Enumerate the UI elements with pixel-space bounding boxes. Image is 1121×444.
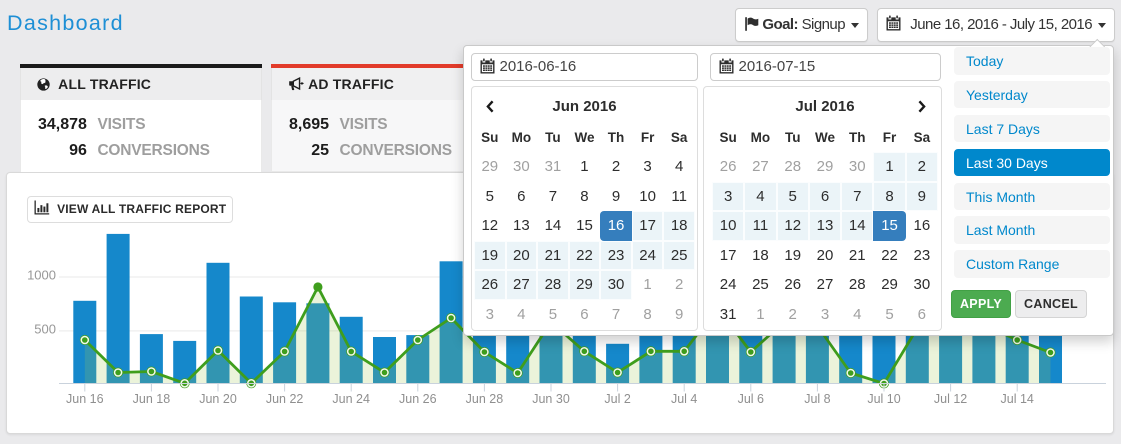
svg-text:Jun 22: Jun 22 <box>266 392 304 406</box>
svg-text:Jun 30: Jun 30 <box>532 392 570 406</box>
svg-text:Jul 4: Jul 4 <box>671 392 697 406</box>
svg-text:500: 500 <box>34 321 56 336</box>
svg-text:1000: 1000 <box>27 268 56 283</box>
svg-text:Jun 24: Jun 24 <box>332 392 370 406</box>
svg-text:Jun 16: Jun 16 <box>66 392 104 406</box>
svg-text:Jul 6: Jul 6 <box>738 392 764 406</box>
svg-text:Jun 26: Jun 26 <box>399 392 437 406</box>
svg-text:Jun 18: Jun 18 <box>133 392 171 406</box>
svg-text:Jul 8: Jul 8 <box>804 392 830 406</box>
svg-text:Jun 28: Jun 28 <box>466 392 504 406</box>
svg-text:Jul 12: Jul 12 <box>934 392 967 406</box>
svg-text:Jul 10: Jul 10 <box>867 392 900 406</box>
svg-text:Jul 2: Jul 2 <box>604 392 630 406</box>
svg-text:Jun 20: Jun 20 <box>199 392 237 406</box>
svg-text:Jul 14: Jul 14 <box>1001 392 1034 406</box>
